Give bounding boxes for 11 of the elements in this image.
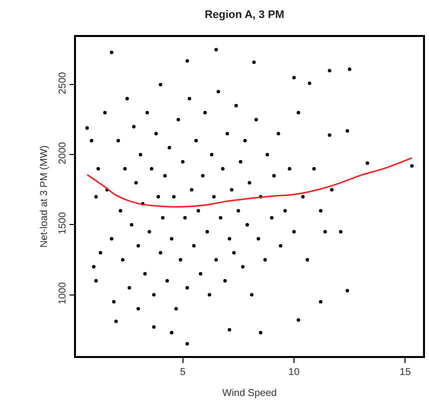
- y-tick-label: 2000: [57, 142, 68, 164]
- y-axis-title: Net-load at 3 PM (MW): [38, 145, 50, 248]
- y-tick-label: 2500: [57, 72, 68, 94]
- y-tick-label: 1000: [57, 282, 68, 304]
- x-tick-label: 5: [180, 366, 186, 378]
- x-tick-label: 15: [400, 366, 412, 378]
- line-series: [86, 157, 413, 208]
- x-tick-label: 10: [288, 366, 300, 378]
- chart-title: Region A, 3 PM: [204, 8, 284, 21]
- x-axis-title: Wind Speed: [222, 388, 277, 399]
- y-tick-label: 1500: [57, 212, 68, 234]
